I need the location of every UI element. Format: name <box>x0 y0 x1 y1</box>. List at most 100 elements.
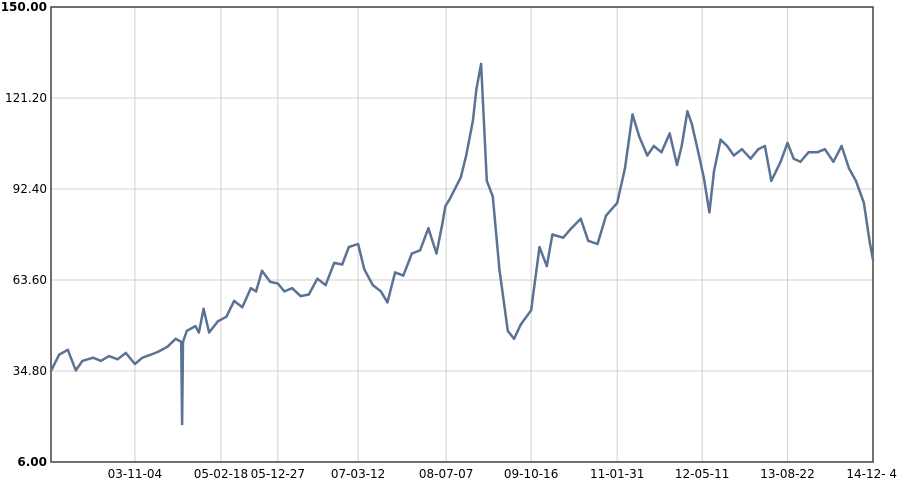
data-point <box>440 223 444 227</box>
data-point <box>840 144 843 148</box>
data-point <box>157 350 161 353</box>
data-point <box>779 160 782 163</box>
data-point <box>74 369 78 372</box>
data-point <box>545 264 548 268</box>
x-tick-label: 08-07-07 <box>419 467 473 481</box>
x-tick-label: 12-05-11 <box>675 467 729 481</box>
data-point <box>786 141 789 145</box>
x-tick-label: 03-11-04 <box>108 467 162 481</box>
data-point <box>475 88 478 91</box>
data-point <box>702 176 705 179</box>
data-point <box>491 195 494 198</box>
data-point <box>324 283 327 287</box>
y-tick-label: 92.40 <box>13 182 47 196</box>
x-axis: 03-11-04 05-02-18 05-12-27 07-03-12 08-07-07… <box>108 467 897 481</box>
data-point <box>854 179 858 182</box>
data-point <box>668 132 671 135</box>
data-point <box>81 359 84 363</box>
data-point <box>519 323 522 326</box>
data-point <box>498 268 501 271</box>
data-point <box>181 340 185 344</box>
data-point <box>202 307 205 310</box>
data-point <box>732 154 736 157</box>
data-point <box>290 287 294 290</box>
data-point <box>616 201 619 205</box>
data-point <box>471 119 475 123</box>
data-point <box>185 329 188 333</box>
data-point <box>379 290 383 293</box>
data-point <box>363 268 366 271</box>
data-point <box>435 252 438 255</box>
data-point <box>180 340 183 344</box>
data-point <box>133 362 137 366</box>
data-point <box>680 144 683 148</box>
data-point <box>757 148 760 151</box>
data-point <box>66 348 70 351</box>
data-point <box>512 337 516 340</box>
data-point <box>697 151 700 154</box>
data-point <box>141 356 144 359</box>
data-point <box>58 353 61 356</box>
data-point <box>427 227 430 230</box>
data-point <box>740 148 744 151</box>
data-point <box>232 299 236 303</box>
data-point <box>719 138 722 141</box>
data-point <box>652 144 655 148</box>
x-tick-label: 09-10-16 <box>504 467 558 481</box>
data-point <box>538 245 541 249</box>
data-point <box>49 369 53 373</box>
data-point <box>459 176 462 179</box>
data-point <box>807 151 810 154</box>
data-point <box>393 271 397 274</box>
y-tick-label: 150.00 <box>1 0 47 14</box>
data-point <box>832 160 835 163</box>
y-tick-label: 121.20 <box>5 91 47 105</box>
data-point <box>686 110 689 113</box>
data-point <box>453 189 456 192</box>
data-point <box>604 214 608 217</box>
data-point <box>660 151 663 154</box>
x-tick-label: 05-02-18 <box>194 467 248 481</box>
series-layer <box>49 62 875 426</box>
data-point <box>216 320 219 323</box>
data-point <box>116 358 119 361</box>
data-point <box>174 337 177 340</box>
data-point <box>260 269 264 272</box>
data-point <box>166 345 169 348</box>
data-point <box>341 263 344 266</box>
data-point <box>596 242 599 246</box>
data-point <box>333 261 336 265</box>
data-point <box>241 306 244 309</box>
data-point <box>356 242 360 246</box>
data-point <box>529 309 533 312</box>
data-point <box>249 287 252 290</box>
series-line <box>49 62 875 426</box>
data-point <box>638 135 641 138</box>
data-point <box>570 227 573 230</box>
data-point <box>418 249 422 252</box>
data-point <box>283 290 286 293</box>
data-point <box>194 324 197 328</box>
data-point <box>725 144 729 148</box>
data-point <box>107 354 111 358</box>
data-point <box>410 252 414 255</box>
data-point <box>770 179 773 182</box>
data-point <box>254 290 258 293</box>
data-point <box>207 331 211 334</box>
data-point <box>623 166 627 170</box>
data-point <box>690 122 693 126</box>
data-point <box>299 294 302 298</box>
data-point <box>871 258 875 261</box>
data-point <box>579 217 582 220</box>
data-point <box>444 204 447 208</box>
data-point <box>402 274 405 277</box>
y-tick-label: 63.60 <box>13 273 47 287</box>
data-point <box>799 160 802 163</box>
x-tick-label: 07-03-12 <box>331 467 385 481</box>
data-point <box>485 179 488 182</box>
data-point <box>347 245 350 249</box>
data-point <box>386 301 389 304</box>
data-point <box>276 282 279 285</box>
data-point <box>708 211 711 214</box>
